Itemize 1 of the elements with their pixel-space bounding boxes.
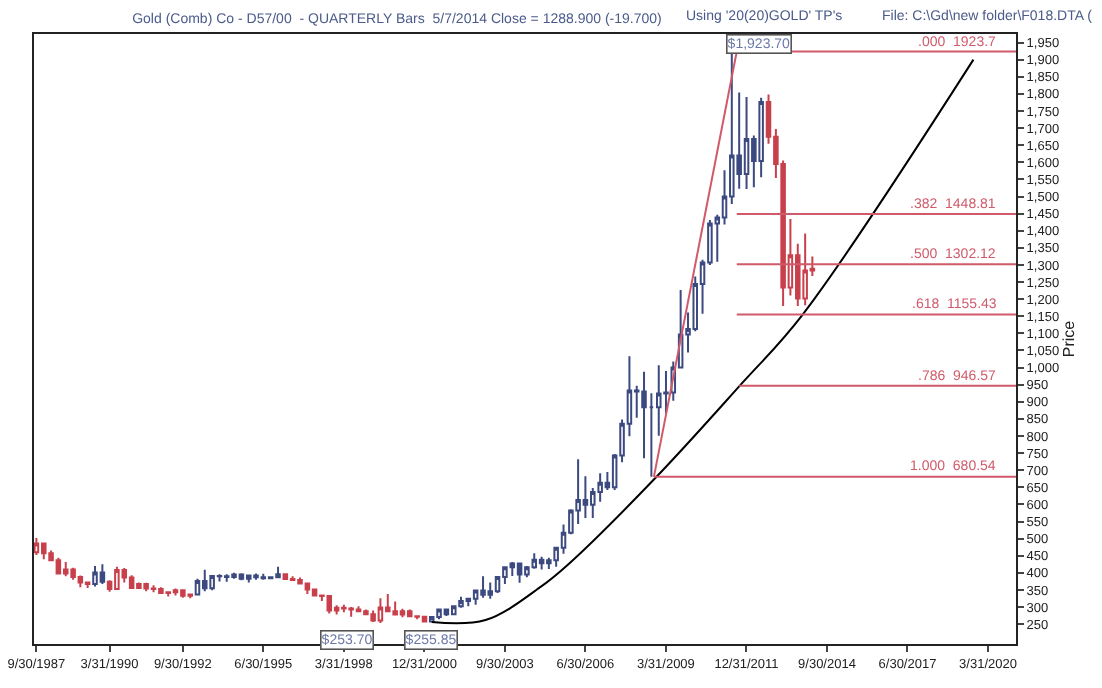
y-axis-title: Price: [1060, 319, 1079, 358]
